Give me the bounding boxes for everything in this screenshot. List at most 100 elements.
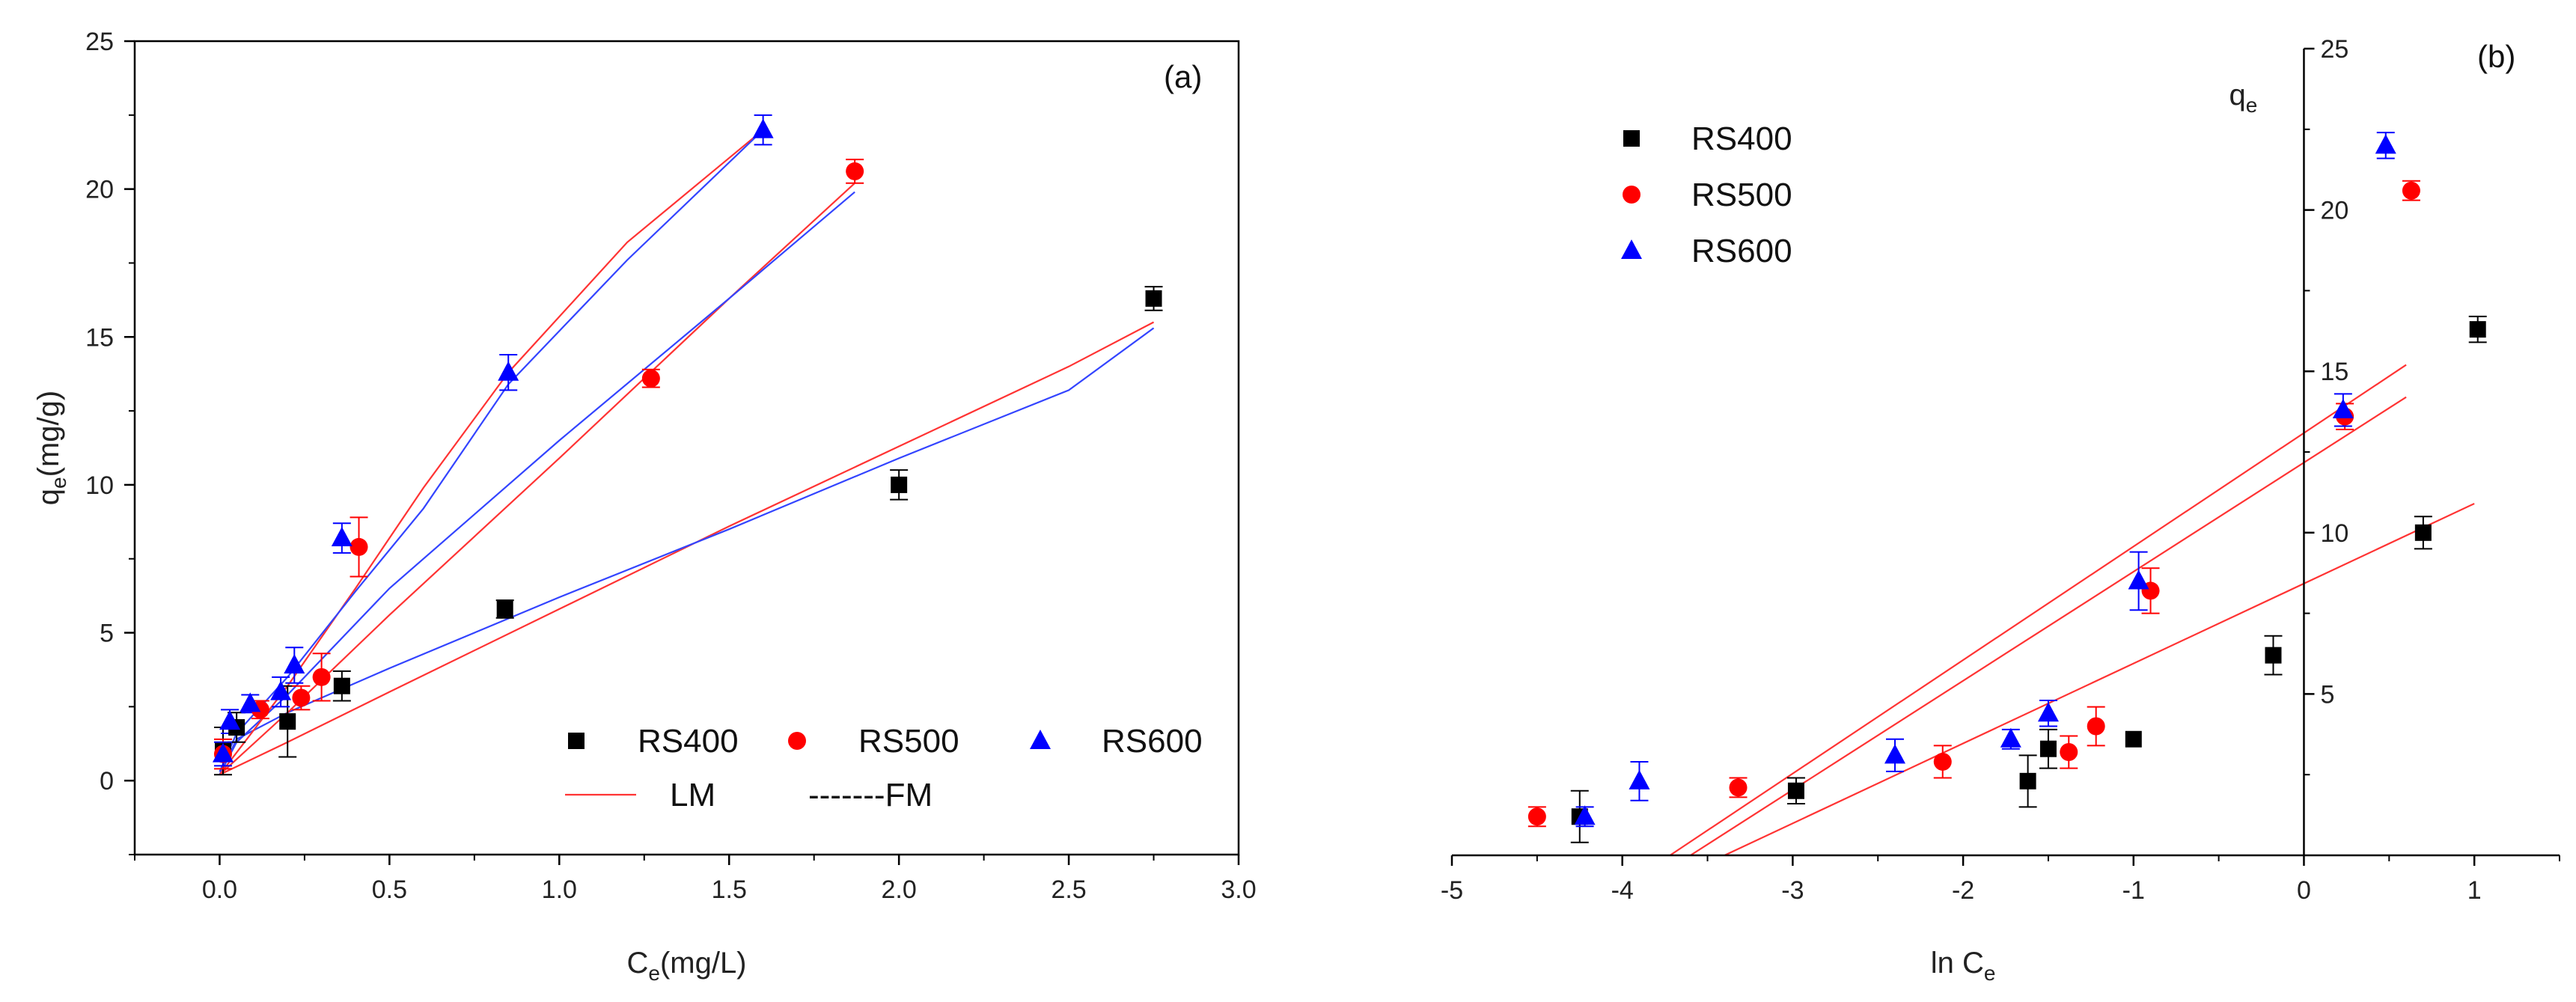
panel-b-x-ticks: -5 -4 -3 -2 -1 0 1 — [1441, 855, 2560, 905]
rs500-point — [1729, 778, 1748, 797]
panel-b-x-axis-label: ln Ce — [1931, 947, 1996, 985]
x-tick-label: -5 — [1441, 876, 1463, 905]
x-tick-label: -1 — [2122, 876, 2145, 905]
rs500-lm-fit-line — [219, 182, 855, 776]
x-tick-label: -2 — [1952, 876, 1974, 905]
y-tick-label: 5 — [100, 620, 114, 648]
rs600-lm-fit-line — [219, 129, 764, 775]
panel-a: 0.0 0.5 1.0 1.5 2.0 2.5 3.0 0 5 10 15 20 25 (a) Ce(… — [32, 28, 1257, 985]
legend-lm-label: LM — [670, 777, 715, 813]
legend-rs600-label: RS600 — [1691, 233, 1792, 269]
x-tick-label: -3 — [1781, 876, 1804, 905]
panel-a-x-ticks: 0.0 0.5 1.0 1.5 2.0 2.5 3.0 — [134, 855, 1257, 904]
rs600-point — [1574, 805, 1596, 825]
rs500-point — [846, 162, 864, 180]
panel-b-label: (b) — [2477, 39, 2515, 74]
rs400-point — [1787, 782, 1804, 799]
panel-a-fit-lines — [219, 129, 1155, 776]
legend-rs400-label: RS400 — [638, 723, 739, 760]
x-tick-label: 1.5 — [712, 876, 747, 904]
legend-rs500-marker — [1623, 186, 1640, 204]
rs500-point — [2087, 717, 2105, 736]
panel-b-data-points — [1527, 134, 2486, 826]
legend-rs600-marker — [1621, 239, 1642, 259]
x-tick-label: 1 — [2467, 876, 2482, 905]
rs600-point — [284, 654, 305, 674]
y-tick-label: 15 — [2320, 358, 2348, 386]
panel-a-error-bars — [214, 114, 1163, 776]
y-tick-label: 25 — [2320, 35, 2348, 64]
legend-rs600-marker — [1030, 730, 1051, 749]
rs500-point — [312, 668, 331, 686]
panel-b-y-axis-label: qe — [2229, 79, 2257, 117]
rs500-point — [292, 688, 311, 707]
y-tick-label: 20 — [85, 176, 114, 204]
legend-rs400-marker — [568, 733, 585, 749]
legend-rs500-label: RS500 — [1691, 177, 1792, 213]
rs600-point — [2000, 727, 2021, 748]
rs500-point — [2060, 743, 2078, 762]
rs600-point — [2128, 569, 2149, 590]
y-tick-label: 10 — [2320, 519, 2348, 548]
rs400-point — [2414, 524, 2432, 541]
panel-a-plot-frame — [133, 40, 1240, 856]
rs600-fit-line — [1669, 364, 2407, 856]
panel-b: -5 -4 -3 -2 -1 0 1 5 10 15 20 25 (b) ln Ce qe RS40… — [1441, 35, 2560, 985]
rs600-point — [213, 742, 234, 763]
legend-rs500-label: RS500 — [858, 723, 959, 760]
legend-rs400-label: RS400 — [1691, 120, 1792, 157]
legend-rs500-marker — [788, 732, 806, 750]
y-tick-label: 0 — [100, 767, 114, 795]
rs400-point — [1145, 290, 1162, 307]
x-tick-label: 3.0 — [1221, 876, 1256, 904]
panel-a-legend: RS400 RS500 RS600 LM -------FM — [565, 723, 1203, 813]
rs400-point — [496, 600, 513, 617]
rs400-point — [2019, 772, 2036, 789]
rs500-point — [1933, 752, 1952, 771]
panel-a-y-axis-label: qe(mg/g) — [32, 391, 70, 505]
rs600-point — [2037, 702, 2059, 722]
rs600-point — [270, 680, 292, 700]
rs500-point — [350, 537, 368, 556]
rs600-point — [219, 710, 241, 730]
panel-a-label: (a) — [1164, 59, 1202, 94]
rs400-point — [2125, 730, 2142, 748]
panel-b-legend: RS400 RS500 RS600 — [1621, 120, 1792, 269]
rs400-lm-fit-line — [219, 321, 1155, 776]
rs500-point — [641, 369, 660, 388]
rs400-point — [891, 476, 908, 493]
x-tick-label: 0 — [2297, 876, 2311, 905]
y-tick-label: 5 — [2320, 680, 2334, 709]
rs600-point — [752, 118, 774, 138]
rs600-point — [1629, 769, 1650, 789]
x-tick-label: -4 — [1611, 876, 1634, 905]
rs600-point — [498, 361, 519, 381]
rs600-point — [2332, 398, 2354, 418]
rs400-point — [2469, 321, 2486, 338]
rs500-fit-line — [1690, 396, 2407, 856]
rs600-fm-fit-line — [219, 129, 764, 772]
legend-fm-label: -------FM — [808, 777, 933, 813]
x-tick-label: 1.0 — [542, 876, 577, 904]
panel-b-fit-lines — [1669, 364, 2475, 856]
y-tick-label: 20 — [2320, 197, 2348, 225]
rs600-point — [2375, 134, 2396, 154]
y-tick-label: 25 — [85, 28, 114, 56]
y-tick-label: 15 — [85, 323, 114, 352]
rs500-point — [2402, 181, 2420, 200]
panel-a-y-ticks: 0 5 10 15 20 25 — [85, 28, 135, 855]
x-tick-label: 0.5 — [372, 876, 407, 904]
x-tick-label: 0.0 — [202, 876, 237, 904]
rs400-fit-line — [1724, 502, 2475, 856]
rs400-point — [2265, 647, 2282, 664]
panel-a-data-points — [213, 118, 1162, 763]
x-tick-label: 2.5 — [1051, 876, 1086, 904]
panel-b-axes — [1452, 49, 2560, 857]
panel-b-y-ticks: 5 10 15 20 25 — [2304, 35, 2348, 776]
y-tick-label: 10 — [85, 471, 114, 500]
x-tick-label: 2.0 — [882, 876, 917, 904]
rs400-point — [2039, 740, 2057, 757]
legend-rs600-label: RS600 — [1102, 723, 1203, 760]
legend-rs400-marker — [1623, 130, 1640, 147]
